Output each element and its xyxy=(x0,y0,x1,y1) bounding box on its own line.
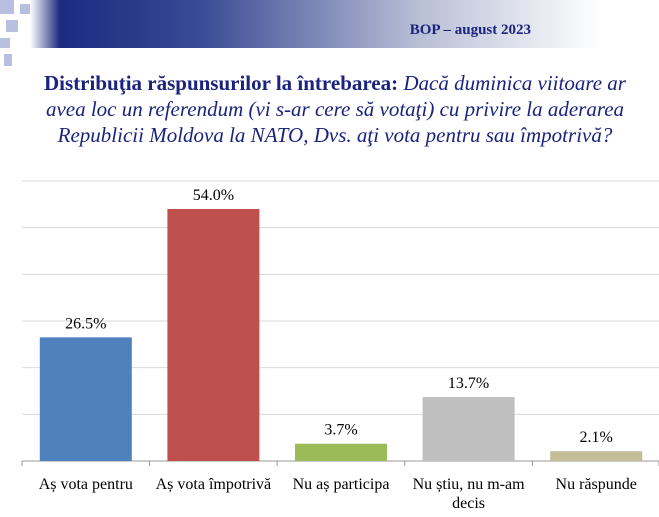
category-label-2: Aș vota împotrivă xyxy=(155,476,272,493)
data-label-1: 26.5% xyxy=(65,315,106,332)
data-label-3: 3.7% xyxy=(324,422,357,439)
decor-square xyxy=(0,38,10,48)
chart-title: Distribuţia răspunsurilor la întrebarea:… xyxy=(40,70,630,148)
title-question: Dacă duminica viitoare ar avea loc un re… xyxy=(45,71,626,147)
title-bold: Distribuţia răspunsurilor la întrebarea: xyxy=(44,71,399,95)
bar-3 xyxy=(295,443,387,461)
decor-square xyxy=(0,0,14,14)
header-band xyxy=(0,0,659,48)
data-label-2: 54.0% xyxy=(193,187,234,204)
bar-1 xyxy=(39,337,132,461)
data-label-4: 13.7% xyxy=(448,375,489,392)
category-label-4: Nu știu, nu m-am decis xyxy=(412,476,525,512)
category-label-3: Nu aș participa xyxy=(292,476,390,493)
decor-square xyxy=(4,54,12,66)
category-label-5: Nu răspunde xyxy=(555,476,637,493)
survey-label: BOP – august 2023 xyxy=(409,22,531,38)
decor-square xyxy=(6,20,18,32)
bar-5 xyxy=(550,451,643,461)
bar-2 xyxy=(167,209,260,461)
bar-4 xyxy=(422,397,515,461)
category-label-1: Aș vota pentru xyxy=(38,476,133,493)
decor-square xyxy=(20,4,30,14)
data-label-5: 2.1% xyxy=(580,429,613,446)
